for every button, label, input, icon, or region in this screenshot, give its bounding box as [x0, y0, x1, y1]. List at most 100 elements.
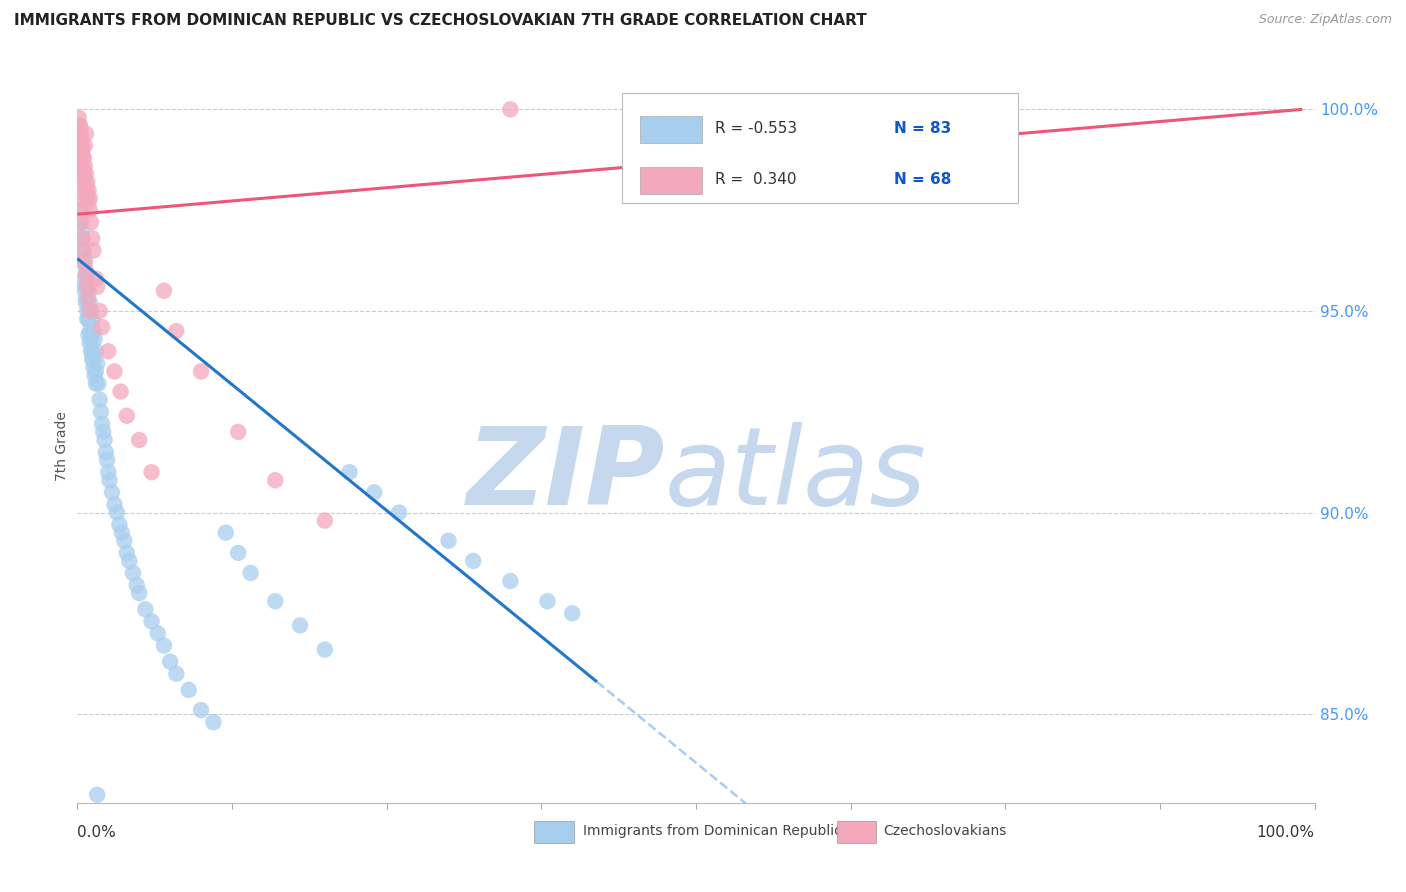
- Point: [72, 255, 94, 269]
- Point: [122, 566, 145, 580]
- Point: [82, 352, 104, 367]
- Point: [69, 119, 91, 133]
- Point: [86, 279, 108, 293]
- Point: [80, 304, 103, 318]
- Point: [69, 146, 91, 161]
- Point: [239, 566, 262, 580]
- Point: [141, 465, 163, 479]
- Point: [73, 279, 96, 293]
- Point: [226, 425, 249, 439]
- Text: Source: ZipAtlas.com: Source: ZipAtlas.com: [1258, 13, 1392, 27]
- Point: [79, 203, 101, 218]
- Point: [103, 364, 125, 378]
- Point: [72, 162, 94, 177]
- Point: [112, 533, 135, 548]
- Point: [75, 263, 97, 277]
- Point: [118, 554, 141, 568]
- Point: [70, 130, 93, 145]
- Point: [111, 525, 134, 540]
- Point: [108, 517, 131, 532]
- Point: [84, 364, 107, 378]
- Point: [226, 546, 249, 560]
- Point: [73, 138, 96, 153]
- Point: [110, 384, 132, 399]
- Point: [73, 159, 96, 173]
- Point: [77, 195, 100, 210]
- Text: ZIP: ZIP: [467, 422, 665, 527]
- Point: [77, 328, 100, 343]
- Point: [69, 135, 91, 149]
- Point: [94, 445, 117, 459]
- Point: [70, 127, 93, 141]
- Point: [70, 146, 93, 161]
- Point: [288, 618, 311, 632]
- Point: [72, 167, 94, 181]
- Point: [91, 417, 114, 431]
- Point: [67, 111, 90, 125]
- Point: [128, 433, 150, 447]
- Point: [89, 392, 111, 407]
- Text: IMMIGRANTS FROM DOMINICAN REPUBLIC VS CZECHOSLOVAKIAN 7TH GRADE CORRELATION CHAR: IMMIGRANTS FROM DOMINICAN REPUBLIC VS CZ…: [14, 13, 868, 29]
- Point: [98, 473, 121, 487]
- Point: [72, 231, 94, 245]
- Point: [72, 231, 94, 245]
- Point: [115, 409, 138, 423]
- Point: [75, 296, 97, 310]
- Point: [72, 151, 94, 165]
- Point: [76, 312, 98, 326]
- Point: [82, 312, 104, 326]
- Point: [69, 119, 91, 133]
- Point: [72, 151, 94, 165]
- Point: [339, 465, 361, 479]
- Point: [76, 304, 98, 318]
- Point: [73, 252, 96, 266]
- Point: [264, 594, 287, 608]
- Point: [83, 332, 105, 346]
- Point: [128, 586, 150, 600]
- Point: [141, 615, 163, 629]
- Point: [153, 284, 176, 298]
- Text: R =  0.340: R = 0.340: [714, 172, 796, 187]
- Point: [72, 167, 94, 181]
- Point: [72, 162, 94, 177]
- Point: [83, 368, 105, 383]
- Text: 0.0%: 0.0%: [77, 825, 117, 840]
- Point: [536, 594, 558, 608]
- Point: [190, 703, 212, 717]
- Point: [91, 320, 114, 334]
- Point: [499, 103, 522, 117]
- Point: [77, 312, 100, 326]
- Point: [75, 292, 97, 306]
- Point: [69, 143, 91, 157]
- Point: [314, 514, 336, 528]
- Point: [70, 154, 93, 169]
- Text: N = 68: N = 68: [894, 172, 952, 187]
- Point: [73, 170, 96, 185]
- Point: [70, 175, 93, 189]
- Point: [76, 187, 98, 202]
- Point: [79, 324, 101, 338]
- Text: Czechoslovakians: Czechoslovakians: [883, 824, 1007, 838]
- Point: [84, 344, 107, 359]
- Point: [75, 167, 97, 181]
- Point: [87, 376, 110, 391]
- Point: [70, 215, 93, 229]
- Point: [388, 506, 411, 520]
- Point: [69, 215, 91, 229]
- Point: [190, 364, 212, 378]
- Point: [463, 554, 485, 568]
- Point: [73, 284, 96, 298]
- Point: [82, 360, 104, 375]
- Point: [75, 127, 97, 141]
- Point: [80, 215, 103, 229]
- Point: [79, 191, 101, 205]
- Point: [82, 244, 104, 258]
- Point: [97, 465, 120, 479]
- Point: [159, 655, 181, 669]
- Point: [134, 602, 156, 616]
- Point: [67, 122, 90, 136]
- Point: [67, 130, 90, 145]
- Point: [84, 376, 107, 391]
- Point: [90, 405, 112, 419]
- Point: [153, 639, 176, 653]
